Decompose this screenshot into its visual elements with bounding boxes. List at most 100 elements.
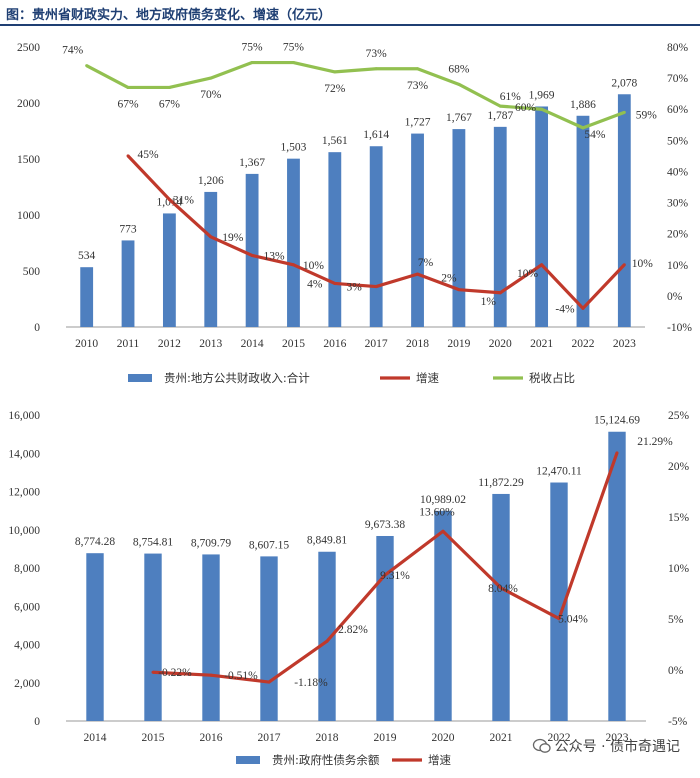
- line-point: [581, 306, 585, 310]
- bar: [245, 173, 259, 327]
- watermark: 公众号 · 债市奇遇记: [532, 736, 680, 756]
- line-point: [126, 85, 130, 89]
- y-tick-label: 14,000: [8, 448, 40, 460]
- y2-tick-label: 25%: [668, 410, 690, 422]
- line-point: [151, 670, 155, 674]
- bar-data-label: 15,124.69: [594, 415, 640, 427]
- legend-swatch: [236, 756, 260, 764]
- bar: [144, 553, 162, 721]
- line-data-label: 31%: [173, 194, 195, 206]
- legend-swatch: [128, 374, 152, 382]
- line-data-label: 45%: [137, 149, 159, 161]
- x-tick-label: 2021: [530, 338, 553, 350]
- watermark-text: 公众号 · 债市奇遇记: [554, 739, 680, 755]
- line-point: [209, 235, 213, 239]
- bar-data-label: 1,206: [198, 175, 224, 187]
- y-tick-label: 16,000: [8, 410, 40, 422]
- line-data-label: 4%: [307, 278, 323, 290]
- bar-data-label: 1,787: [487, 110, 513, 122]
- line-data-label: 54%: [584, 129, 606, 141]
- bar-data-label: 8,774.28: [75, 536, 116, 548]
- bar-data-label: 2,078: [611, 77, 637, 89]
- line-data-label: 59%: [636, 109, 658, 121]
- y2-tick-label: 80%: [667, 42, 689, 54]
- bar: [162, 213, 176, 327]
- line-data-label: 73%: [366, 48, 388, 60]
- y-tick-label: 2000: [17, 98, 40, 110]
- bar-data-label: 1,367: [239, 157, 265, 169]
- line-data-label: 67%: [117, 98, 139, 110]
- y2-tick-label: 5%: [668, 614, 684, 626]
- bar-data-label: 8,709.79: [191, 537, 232, 549]
- line-point: [383, 573, 387, 577]
- legend-label: 贵州:地方公共财政收入:合计: [164, 371, 310, 385]
- bar: [318, 551, 336, 721]
- line-data-label: 21.29%: [637, 436, 673, 448]
- x-tick-label: 2017: [365, 338, 388, 350]
- chart-fiscal-revenue: 0 500 1000 1500 2000 2500 80% 70% 60% 50% 40% 30% 20…: [17, 42, 692, 385]
- y2-tick-label: 10%: [668, 563, 690, 575]
- line-data-label: 72%: [324, 83, 346, 95]
- bar: [121, 240, 135, 327]
- y2-tick-label: 70%: [667, 73, 689, 85]
- bar: [369, 146, 383, 327]
- bar: [80, 267, 94, 327]
- line-point: [325, 639, 329, 643]
- bar-data-label: 8,849.81: [307, 535, 348, 547]
- line-data-label: -4%: [555, 303, 575, 315]
- bar-data-label: 1,561: [322, 135, 348, 147]
- y2-tick-label: 0%: [667, 291, 683, 303]
- legend-label: 贵州:政府性债务余额: [272, 753, 380, 767]
- line-point: [498, 291, 502, 295]
- line-data-label: 70%: [200, 89, 222, 101]
- series-line-tax: [85, 60, 625, 130]
- y2-tick-label: 40%: [667, 166, 689, 178]
- bar: [617, 94, 631, 327]
- line-point: [167, 85, 171, 89]
- line-data-label: 3%: [347, 282, 363, 294]
- y2-tick-label: 0%: [668, 665, 684, 677]
- x-tick-label: 2015: [142, 732, 165, 744]
- line-point: [540, 263, 544, 267]
- line-point: [622, 263, 626, 267]
- y-tick-label: 12,000: [8, 487, 40, 499]
- line-point: [267, 680, 271, 684]
- bar: [576, 115, 590, 327]
- line-data-label: 67%: [159, 98, 181, 110]
- x-tick-label: 2014: [84, 732, 107, 744]
- line-data-label: 2%: [441, 273, 457, 285]
- line-data-label: 19%: [222, 232, 244, 244]
- line-data-label: 2.82%: [338, 624, 368, 636]
- bar: [550, 482, 568, 721]
- line-data-label: 74%: [62, 45, 84, 57]
- legend-label: 税收占比: [529, 371, 575, 385]
- x-tick-label: 2019: [447, 338, 470, 350]
- x-tick-label: 2016: [323, 338, 346, 350]
- line-point: [333, 281, 337, 285]
- bar-data-label: 1,969: [529, 89, 555, 101]
- x-tick-label: 2014: [241, 338, 264, 350]
- line-point: [457, 288, 461, 292]
- bar-data-label: 8,754.81: [133, 537, 174, 549]
- line-data-label: 73%: [407, 80, 429, 92]
- x-tick-label: 2023: [613, 338, 636, 350]
- x-tick-label: 2011: [117, 338, 140, 350]
- line-data-label: 8.04%: [488, 583, 518, 595]
- bar: [492, 493, 510, 721]
- chart-government-debt: 0 2,000 4,000 6,000 8,000 10,000 12,000 14,000 1…: [8, 410, 690, 767]
- x-tick-label: 2012: [158, 338, 181, 350]
- x-tick-label: 2020: [432, 732, 455, 744]
- line-data-label: 60%: [515, 102, 537, 114]
- bar-data-label: 12,470.11: [536, 466, 582, 478]
- line-data-label: 1%: [481, 296, 497, 308]
- x-tick-label: 2021: [490, 732, 513, 744]
- bar-data-label: 1,614: [363, 129, 389, 141]
- bar-data-label: 1,503: [281, 142, 307, 154]
- line-point: [209, 673, 213, 677]
- line-data-label: 13%: [264, 250, 286, 262]
- bar: [86, 553, 104, 721]
- line-data-label: 75%: [283, 42, 305, 54]
- x-tick-label: 2020: [489, 338, 512, 350]
- x-tick-label: 2022: [571, 338, 594, 350]
- y2-tick-label: 10%: [667, 260, 689, 272]
